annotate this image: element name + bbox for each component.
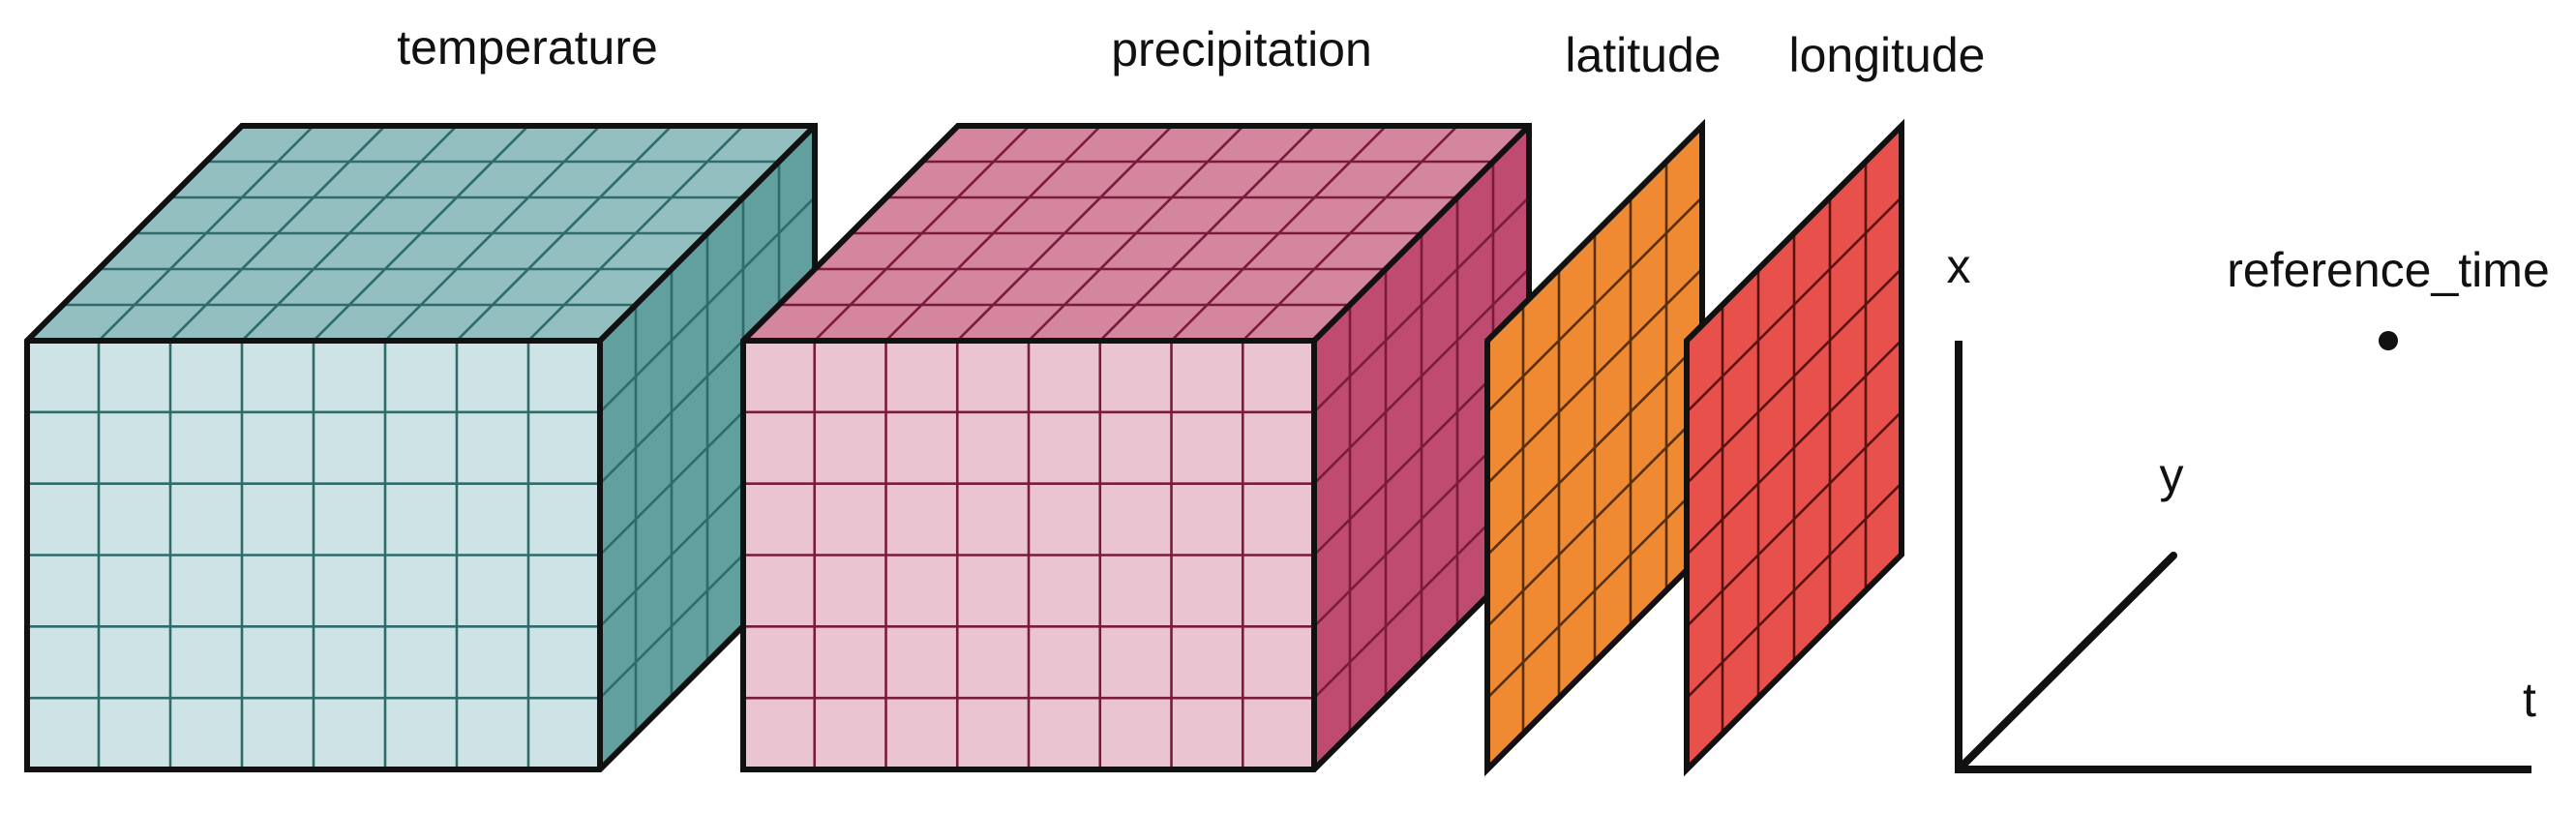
- panel-face-gridline: [1686, 339, 1902, 557]
- panel-face-gridline: [1486, 196, 1703, 413]
- reference-time-label: reference_time: [2227, 243, 2550, 297]
- side-face-gridline: [1313, 196, 1530, 413]
- longitude-panel: [1684, 118, 1904, 777]
- y-axis-label: y: [2160, 448, 2184, 502]
- latitude-panel: [1484, 118, 1705, 777]
- panel-face-gridline: [1686, 410, 1902, 628]
- panel-face-gridline: [1486, 482, 1703, 700]
- panel-face-gridline: [1686, 267, 1902, 485]
- temperature-cube: [24, 123, 818, 772]
- panel-face-gridline: [1486, 410, 1703, 628]
- panel-face-gridline: [1686, 482, 1902, 700]
- panel-face-gridline: [1486, 267, 1703, 485]
- side-face-gridline: [1313, 267, 1530, 485]
- panel-face-gridline: [1686, 196, 1902, 413]
- temperature-label: temperature: [397, 20, 658, 75]
- y-axis-line: [1955, 552, 2177, 773]
- t-axis-label: t: [2523, 673, 2536, 727]
- precipitation-cube: [740, 123, 1532, 772]
- panel-outline: [1684, 118, 1904, 777]
- precipitation-label: precipitation: [1111, 22, 1372, 76]
- latitude-label: latitude: [1565, 28, 1721, 82]
- dimension-axes: x y t reference_time: [1947, 239, 2550, 773]
- longitude-label: longitude: [1789, 28, 1986, 82]
- panel-face-gridline: [1486, 339, 1703, 557]
- reference-time-point: [2379, 331, 2398, 350]
- side-face-gridline: [599, 196, 816, 413]
- x-axis-label: x: [1947, 239, 1971, 293]
